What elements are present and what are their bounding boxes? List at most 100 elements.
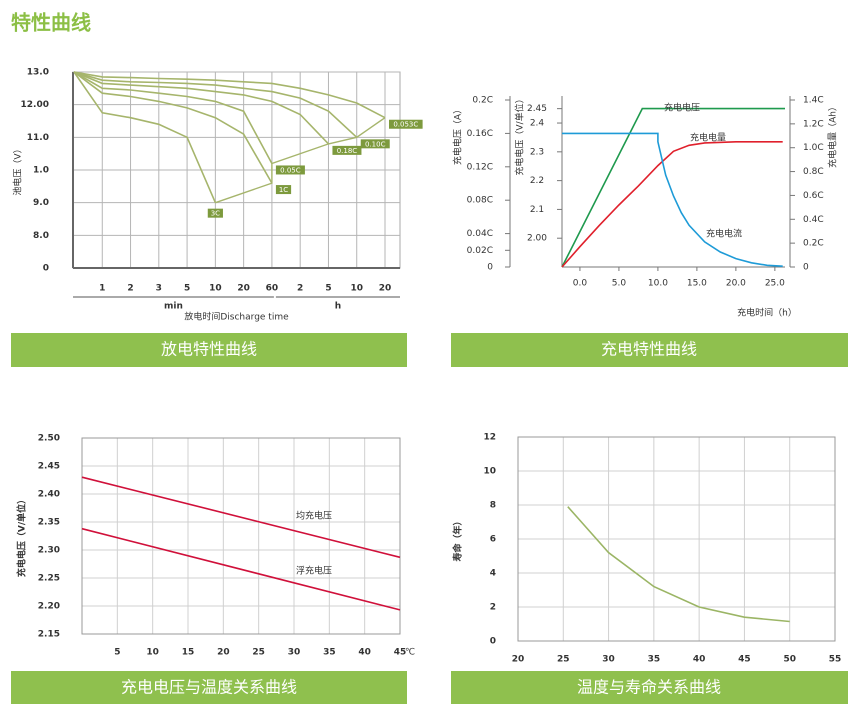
x-tick-label: 5 bbox=[184, 284, 190, 294]
series-line bbox=[81, 476, 401, 559]
y-axis-title: 充电电压（A） bbox=[452, 105, 464, 165]
series-line bbox=[73, 71, 330, 145]
x-tick-label: 30 bbox=[288, 648, 301, 658]
series-line bbox=[73, 71, 358, 138]
x-tick-label: 5 bbox=[114, 648, 120, 658]
x-tick-label: 20 bbox=[217, 648, 230, 658]
page-title: 特性曲线 bbox=[11, 11, 91, 35]
caption-bar bbox=[11, 333, 407, 367]
x-tick-label: 10 bbox=[350, 284, 363, 294]
x-tick-label: 3 bbox=[156, 284, 162, 294]
x-tick-label: 25.0 bbox=[765, 279, 785, 289]
y-axis-title: 充电电压（V/单位） bbox=[16, 495, 28, 577]
series-label: 均充电压 bbox=[296, 510, 332, 522]
y-tick-label: 9.0 bbox=[33, 198, 49, 208]
series-line bbox=[561, 141, 783, 268]
chart-caption: 充电特性曲线 bbox=[601, 340, 697, 359]
y-tick-label: 0.12C bbox=[467, 162, 493, 172]
x-tick-label: 2 bbox=[297, 284, 303, 294]
x-tick-label: 10.0 bbox=[648, 279, 668, 289]
y-tick-label: 4 bbox=[490, 569, 496, 579]
x-tick-label: 10 bbox=[209, 284, 222, 294]
x-group-label: min bbox=[164, 302, 183, 312]
y-tick-label: 2.15 bbox=[38, 630, 60, 640]
caption-bar bbox=[11, 671, 407, 704]
x-tick-label: 60 bbox=[266, 284, 279, 294]
series-label: 充电电流 bbox=[706, 228, 742, 240]
series-label-box bbox=[207, 208, 223, 218]
x-tick-label: 10 bbox=[146, 648, 159, 658]
y-axis-title: 寿命（年） bbox=[452, 516, 464, 561]
series-label-box bbox=[389, 119, 423, 129]
y-tick-label: 2.45 bbox=[527, 104, 547, 114]
y-tick-label: 0.2C bbox=[472, 96, 493, 106]
x-tick-label: 15 bbox=[182, 648, 195, 658]
x-tick-label: 25 bbox=[252, 648, 265, 658]
series-label: 充电电压 bbox=[664, 102, 700, 114]
y-tick-label: 1.0 bbox=[33, 166, 49, 176]
series-label-box bbox=[275, 185, 292, 195]
y-tick-label: 8 bbox=[490, 501, 496, 511]
series-line bbox=[562, 132, 783, 267]
y-tick-label: 2.3 bbox=[530, 147, 544, 157]
y-tick-label: 0.16C bbox=[467, 129, 493, 139]
caption-bar bbox=[451, 333, 848, 367]
x-tick-label: 35 bbox=[323, 648, 336, 658]
y-tick-label: 13.0 bbox=[27, 68, 49, 78]
y-tick-label: 2.25 bbox=[38, 574, 60, 584]
series-line bbox=[73, 71, 273, 184]
series-label-box bbox=[332, 145, 362, 155]
x-tick-label: 40 bbox=[693, 655, 706, 665]
x-tick-label: 2 bbox=[127, 284, 133, 294]
series-label: 浮充电压 bbox=[296, 565, 332, 577]
x-tick-label: 5 bbox=[325, 284, 331, 294]
y-tick-label: 1.0C bbox=[803, 143, 824, 153]
y-tick-label: 8.0 bbox=[33, 231, 49, 241]
x-axis-title: 放电时间Discharge time bbox=[184, 311, 289, 323]
plot-frame bbox=[517, 436, 836, 642]
x-tick-label: 1 bbox=[99, 284, 105, 294]
series-line bbox=[73, 71, 273, 164]
y-axis-title: 充电电压（V/单位） bbox=[514, 94, 526, 175]
series-label-box bbox=[360, 139, 390, 149]
y-tick-label: 1.4C bbox=[803, 96, 824, 106]
x-tick-label: 20 bbox=[512, 655, 525, 665]
x-tick-label: 15.0 bbox=[687, 279, 707, 289]
y-tick-label: 2.35 bbox=[38, 518, 60, 528]
chart-caption: 放电特性曲线 bbox=[161, 340, 257, 359]
x-tick-label: 0.0 bbox=[573, 279, 588, 289]
y-tick-label: 0.04C bbox=[467, 229, 493, 239]
chart-caption: 充电电压与温度关系曲线 bbox=[121, 678, 297, 697]
y-tick-label: 2.40 bbox=[38, 490, 60, 500]
y-tick-label: 0.4C bbox=[803, 215, 824, 225]
y-tick-label: 2.20 bbox=[38, 602, 60, 612]
y-tick-label: 2.30 bbox=[38, 546, 60, 556]
y-tick-label: 2 bbox=[490, 603, 496, 613]
caption-bar bbox=[451, 671, 848, 704]
y-tick-label: 0.02C bbox=[467, 246, 493, 256]
y-tick-label: 2.2 bbox=[530, 176, 544, 186]
series-label: 0.05C bbox=[280, 166, 301, 174]
y-tick-label: 2.45 bbox=[38, 462, 60, 472]
y-tick-label: 2.1 bbox=[530, 205, 544, 215]
y-tick-label: 0.2C bbox=[803, 239, 824, 249]
y-tick-label: 0 bbox=[43, 264, 49, 274]
series-line bbox=[73, 71, 386, 119]
x-tick-label: 20 bbox=[237, 284, 250, 294]
y-tick-label: 2.00 bbox=[527, 234, 547, 244]
x-tick-label: 20 bbox=[379, 284, 392, 294]
series-label-box bbox=[275, 165, 305, 175]
y-tick-label: 0.08C bbox=[467, 196, 493, 206]
y-axis-title: 充电电量（Ah） bbox=[827, 102, 839, 168]
y-axis-title: 池电压（V） bbox=[12, 144, 24, 195]
plot-frame bbox=[81, 437, 401, 635]
x-tick-label: 45 bbox=[394, 648, 407, 658]
series-line bbox=[73, 71, 217, 204]
x-tick-label: 35 bbox=[648, 655, 661, 665]
y-tick-label: 0 bbox=[803, 263, 809, 273]
y-tick-label: 12 bbox=[483, 433, 496, 443]
x-unit: ℃ bbox=[405, 648, 415, 658]
chart-caption: 温度与寿命关系曲线 bbox=[577, 678, 721, 697]
y-tick-label: 12.00 bbox=[21, 100, 49, 110]
